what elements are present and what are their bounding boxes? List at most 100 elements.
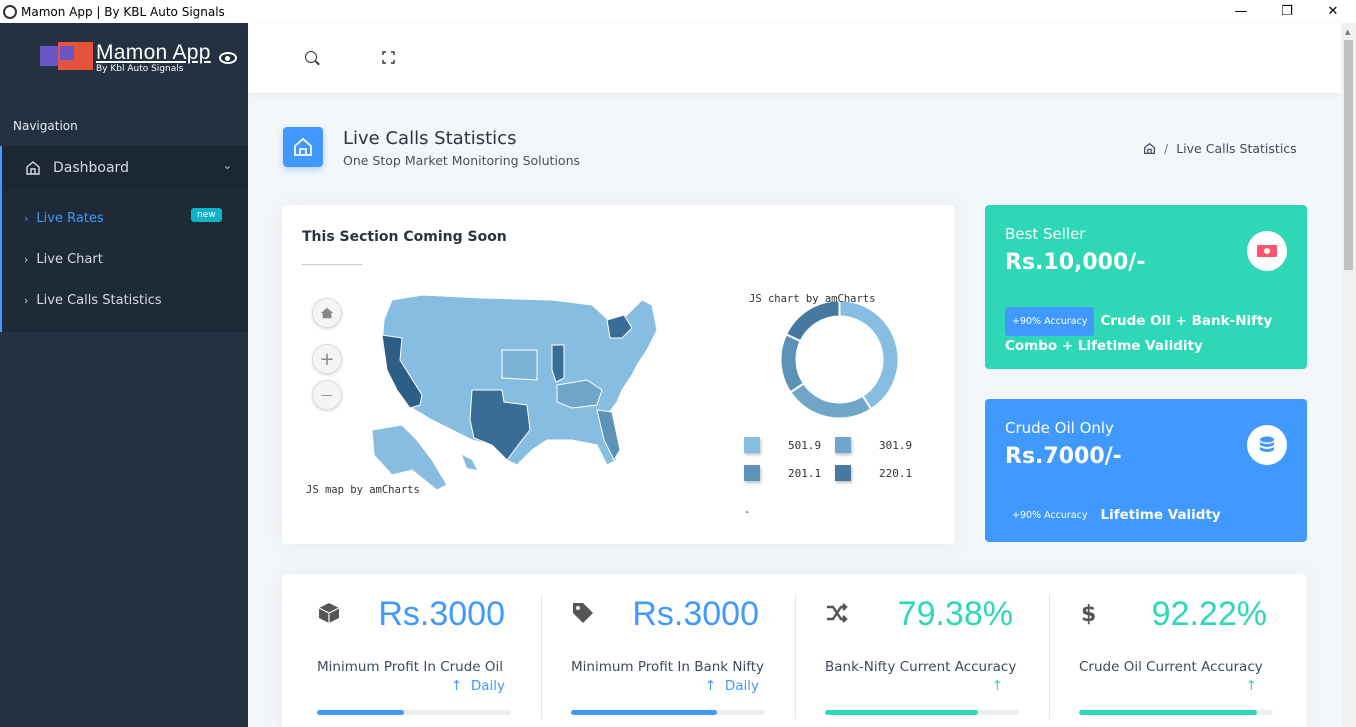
stat-divider: [541, 594, 542, 719]
sidebar-item-label: Dashboard: [53, 160, 129, 176]
card-title: This Section Coming Soon: [302, 229, 507, 245]
page-scrollbar[interactable]: ▲: [1341, 23, 1356, 727]
home-icon: [320, 307, 334, 319]
card-label: Crude Oil Only: [1005, 419, 1114, 437]
sidebar-item-label: Live Chart: [36, 252, 103, 267]
donut-slice[interactable]: [789, 382, 873, 420]
chevron-down-icon: ⌄: [222, 159, 232, 172]
home-icon: [294, 137, 312, 156]
stat-banknifty-profit: Rs.3000 Minimum Profit In Bank Nifty ↑ D…: [536, 574, 790, 727]
sidebar: Mamon App By Kbl Auto Signals Navigation…: [0, 23, 248, 727]
card-description: +90% Accuracy Crude Oil + Bank-Nifty Comb…: [1005, 307, 1307, 357]
page-title: Live Calls Statistics: [343, 128, 517, 149]
stat-crude-accuracy: $ 92.22% Crude Oil Current Accuracy ↑: [1044, 574, 1298, 727]
eye-icon[interactable]: [219, 52, 237, 64]
fullscreen-icon[interactable]: [382, 51, 395, 64]
scroll-thumb[interactable]: [1344, 40, 1353, 270]
stat-banknifty-accuracy: 79.38% Bank-Nifty Current Accuracy ↑: [790, 574, 1044, 727]
map-zoom-out-button[interactable]: —: [312, 380, 342, 410]
progress-bar: [571, 710, 765, 715]
legend-item[interactable]: 301.9: [835, 437, 912, 453]
minimize-button[interactable]: —: [1234, 4, 1248, 19]
money-bill-icon: [1247, 231, 1287, 271]
us-map[interactable]: [352, 290, 672, 505]
random-icon: [827, 603, 848, 623]
progress-fill: [1079, 710, 1258, 715]
chevron-right-icon: ›: [24, 294, 29, 307]
breadcrumb-current[interactable]: Live Calls Statistics: [1176, 141, 1297, 156]
progress-bar: [1079, 710, 1273, 715]
stat-value: Rs.3000: [632, 595, 759, 633]
stat-trend-label: Daily: [724, 678, 759, 694]
donut-chart[interactable]: [777, 297, 902, 422]
map-zoom-in-button[interactable]: +: [312, 344, 342, 374]
card-desc-text: Crude Oil + Bank-Nifty Combo + Lifetime …: [1005, 313, 1273, 354]
sidebar-item-label: Live Calls Statistics: [36, 293, 162, 308]
arrow-up-icon: ↑: [450, 678, 463, 694]
stat-divider: [795, 594, 796, 719]
donut-slice[interactable]: [779, 332, 806, 394]
stat-trend-label: Daily: [470, 678, 505, 694]
legend-item[interactable]: 501.9: [744, 437, 821, 453]
nav-caption: Navigation: [13, 119, 78, 133]
best-seller-card[interactable]: Best Seller Rs.10,000/- +90% Accuracy Cru…: [985, 205, 1307, 369]
new-badge: new: [191, 208, 222, 222]
brand-name[interactable]: Mamon App: [96, 41, 211, 64]
arrow-up-icon: ↑: [991, 678, 1003, 694]
sidebar-item-live-rates[interactable]: › Live Rates: [24, 211, 104, 226]
legend-value: 501.9: [788, 438, 822, 452]
legend-item[interactable]: 220.1: [835, 465, 912, 481]
donut-slice[interactable]: [838, 299, 900, 411]
arrow-up-icon: ↑: [704, 678, 717, 694]
card-price: Rs.7000/-: [1005, 444, 1122, 469]
top-header: [248, 23, 1341, 93]
crude-oil-card[interactable]: Crude Oil Only Rs.7000/- +90% Accuracy Li…: [985, 399, 1307, 542]
map-card: This Section Coming Soon + — JS map by a…: [282, 205, 955, 544]
legend-item[interactable]: 201.1: [744, 465, 821, 481]
accuracy-badge: +90% Accuracy: [1005, 307, 1095, 336]
legend-value: 201.1: [788, 466, 822, 480]
card-description: +90% Accuracy Lifetime Validty: [1005, 501, 1221, 530]
accuracy-badge: +90% Accuracy: [1005, 501, 1095, 530]
card-price: Rs.10,000/-: [1005, 250, 1146, 275]
stat-label: Crude Oil Current Accuracy: [1079, 659, 1263, 675]
page-subtitle: One Stop Market Monitoring Solutions: [343, 153, 581, 168]
map-credit[interactable]: JS map by amCharts: [306, 484, 420, 496]
legend-swatch: [835, 465, 851, 481]
sidebar-item-live-calls-statistics[interactable]: › Live Calls Statistics: [24, 293, 162, 308]
map-home-button[interactable]: [312, 298, 342, 328]
arrow-up-icon: ↑: [1245, 678, 1257, 694]
brand-logo-icon: [40, 42, 93, 70]
database-icon: [1247, 425, 1287, 465]
scroll-up-icon[interactable]: ▲: [1345, 28, 1351, 36]
stat-trend: ↑ Daily: [705, 678, 759, 694]
card-label: Best Seller: [1005, 225, 1086, 243]
close-button[interactable]: ✕: [1327, 4, 1339, 19]
brand: Mamon App By Kbl Auto Signals: [0, 23, 248, 93]
home-icon: [26, 161, 40, 175]
stat-divider: [1049, 594, 1050, 719]
stat-trend: ↑ Daily: [451, 678, 505, 694]
stat-label: Minimum Profit In Bank Nifty: [571, 659, 765, 675]
stats-card: Rs.3000 Minimum Profit In Crude Oil ↑ Da…: [282, 574, 1307, 727]
chevron-right-icon: ›: [24, 253, 29, 266]
restore-button[interactable]: ❐: [1281, 4, 1293, 19]
breadcrumb-home-icon[interactable]: [1143, 142, 1156, 155]
legend-swatch: [835, 437, 851, 453]
chart-credit[interactable]: JS chart by amCharts: [749, 293, 876, 305]
window-title: Mamon App | By KBL Auto Signals: [21, 4, 225, 19]
cube-icon: [318, 603, 340, 623]
sidebar-item-live-chart[interactable]: › Live Chart: [24, 252, 103, 267]
sidebar-submenu: › Live Rates new › Live Chart › Live Calls …: [0, 190, 248, 332]
dollar-icon: $: [1081, 602, 1096, 625]
progress-fill: [317, 710, 405, 715]
sidebar-item-dashboard[interactable]: Dashboard ⌄: [0, 146, 248, 190]
chevron-right-icon: ›: [24, 212, 29, 225]
stat-value: 92.22%: [1151, 595, 1267, 633]
stat-label: Minimum Profit In Crude Oil: [317, 659, 504, 675]
brand-subtitle: By Kbl Auto Signals: [96, 64, 184, 74]
breadcrumb-separator: /: [1164, 141, 1169, 156]
search-icon[interactable]: [305, 51, 317, 63]
donut-slice[interactable]: [784, 299, 841, 343]
tag-icon: [573, 603, 593, 623]
